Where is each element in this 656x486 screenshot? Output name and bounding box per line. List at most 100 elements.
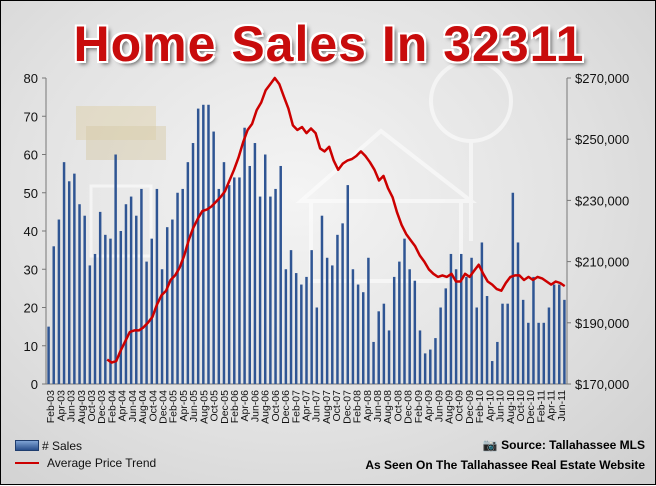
chart-title: Home Sales In 32311 bbox=[73, 16, 585, 72]
sales-bar bbox=[336, 234, 339, 384]
price-trend-line bbox=[106, 76, 566, 364]
sales-bar bbox=[88, 265, 92, 384]
sales-bar bbox=[382, 303, 386, 384]
x-tick-label: Feb-09 bbox=[413, 390, 425, 423]
sales-bar bbox=[516, 242, 520, 384]
sales-bar bbox=[109, 238, 112, 384]
sales-bar bbox=[537, 322, 540, 384]
y-tick-label: 30 bbox=[24, 262, 38, 277]
sales-bar bbox=[470, 257, 473, 384]
sales-bar bbox=[294, 273, 298, 384]
sales-bar bbox=[212, 131, 215, 384]
sales-bar bbox=[398, 261, 401, 384]
century21-sign-watermark bbox=[86, 126, 166, 160]
sales-bar bbox=[367, 257, 370, 384]
sales-bar bbox=[78, 204, 81, 384]
sales-bar bbox=[552, 284, 556, 384]
sales-bar bbox=[346, 185, 350, 384]
sales-bar bbox=[160, 269, 164, 384]
sales-bar bbox=[83, 215, 86, 384]
sales-bar bbox=[62, 162, 66, 384]
sales-bar bbox=[104, 234, 107, 384]
sales-bar bbox=[269, 196, 272, 384]
x-tick-label: Apr-04 bbox=[117, 390, 129, 422]
x-tick-label: Feb-08 bbox=[352, 390, 364, 423]
x-tick-label: Feb-05 bbox=[168, 390, 180, 423]
sales-bar bbox=[135, 215, 138, 384]
sales-bar bbox=[331, 265, 334, 384]
tick-labels: 0 10 20 30 40 50 60 70 80 $170,000 $190,000 $210,00… bbox=[24, 71, 630, 424]
legend-line-swatch bbox=[15, 461, 39, 464]
sales-bar bbox=[150, 238, 153, 384]
sales-bar bbox=[506, 303, 509, 384]
sales-bar bbox=[341, 223, 344, 384]
sales-bar bbox=[129, 196, 133, 384]
y2-tick-label: $250,000 bbox=[575, 132, 629, 147]
x-tick-label: Feb-03 bbox=[45, 390, 57, 423]
sales-bar bbox=[362, 292, 365, 384]
x-tick-label: Aug-03 bbox=[76, 390, 88, 424]
sales-bar bbox=[253, 143, 257, 384]
x-tick-label: Dec-03 bbox=[96, 390, 108, 424]
legend-item-price: Average Price Trend bbox=[15, 454, 156, 471]
x-tick-label: Dec-07 bbox=[341, 390, 353, 424]
x-tick-label: Dec-04 bbox=[157, 390, 169, 424]
sales-bar bbox=[181, 188, 184, 384]
sales-bar bbox=[114, 154, 117, 384]
house-photo-watermark bbox=[76, 59, 513, 283]
sales-bar bbox=[490, 361, 494, 384]
x-tick-label: Oct-05 bbox=[209, 390, 221, 422]
sales-bar bbox=[408, 269, 411, 384]
sales-bar bbox=[98, 211, 102, 385]
sales-bar bbox=[403, 238, 406, 384]
sales-bar bbox=[300, 284, 303, 384]
sales-bar bbox=[521, 299, 525, 384]
sales-bar bbox=[196, 108, 200, 384]
x-tick-label: Dec-10 bbox=[525, 390, 537, 424]
source-text: Source: Tallahassee MLS bbox=[501, 438, 645, 452]
sales-bar bbox=[289, 250, 293, 385]
x-tick-label: Aug-06 bbox=[260, 390, 272, 424]
x-tick-label: Jun-10 bbox=[495, 390, 507, 422]
sales-bar bbox=[532, 276, 535, 384]
x-tick-label: Apr-06 bbox=[239, 390, 251, 422]
sales-bar bbox=[511, 192, 515, 384]
sales-bar bbox=[351, 269, 355, 384]
y-tick-label: 80 bbox=[24, 71, 38, 86]
y-tick-label: 0 bbox=[31, 377, 38, 392]
sales-bar bbox=[243, 127, 246, 384]
sales-bar bbox=[449, 253, 453, 384]
x-tick-label: Feb-04 bbox=[106, 390, 118, 423]
sales-bar bbox=[315, 307, 319, 384]
x-tick-label: Oct-04 bbox=[147, 390, 159, 422]
sales-bar bbox=[171, 219, 174, 384]
sales-bar bbox=[73, 173, 76, 385]
sales-bar bbox=[418, 330, 422, 384]
y2-tick-label: $190,000 bbox=[575, 316, 629, 331]
sales-bar bbox=[423, 353, 427, 384]
sales-bar bbox=[377, 311, 380, 384]
x-tick-label: Apr-08 bbox=[362, 390, 374, 422]
sales-bar bbox=[155, 188, 159, 384]
x-tick-label: Dec-08 bbox=[403, 390, 415, 424]
sales-bar bbox=[496, 341, 499, 384]
x-tick-label: Apr-09 bbox=[423, 390, 435, 422]
x-tick-label: Apr-10 bbox=[484, 390, 496, 422]
sales-bar bbox=[207, 104, 210, 384]
sales-bar bbox=[186, 162, 190, 384]
bar-series bbox=[47, 104, 566, 385]
sales-bar bbox=[413, 280, 417, 384]
sales-bar bbox=[558, 284, 561, 384]
sales-bar bbox=[119, 231, 123, 384]
x-tick-label: Aug-05 bbox=[198, 390, 210, 424]
sales-bar bbox=[238, 177, 241, 384]
legend-bars-label: # Sales bbox=[42, 438, 83, 453]
sales-bar bbox=[140, 188, 143, 384]
sales-bar bbox=[67, 181, 71, 384]
y-tick-label: 40 bbox=[24, 224, 38, 239]
sales-bar bbox=[310, 250, 313, 385]
legend-line-label: Average Price Trend bbox=[47, 455, 157, 470]
sales-bar bbox=[233, 177, 236, 384]
source-block: 📷 Source: Tallahassee MLS As Seen On The… bbox=[365, 438, 645, 478]
